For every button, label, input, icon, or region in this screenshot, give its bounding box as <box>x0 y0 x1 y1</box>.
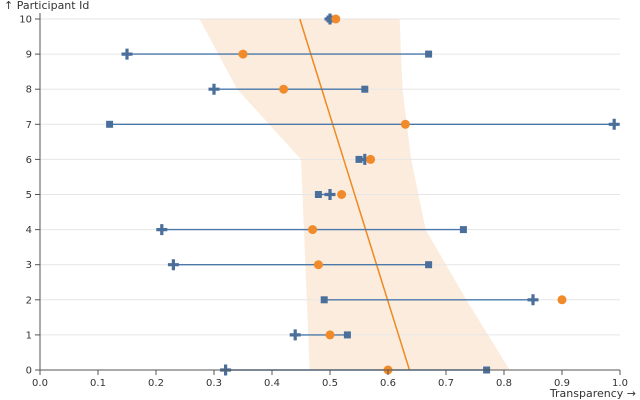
y-tick-label: 6 <box>26 155 32 166</box>
square-marker <box>425 50 433 58</box>
square-marker <box>106 120 114 128</box>
plus-marker <box>167 259 179 271</box>
plus-marker <box>324 13 336 25</box>
y-tick-label: 3 <box>26 260 32 271</box>
marker-layer <box>106 13 620 376</box>
axis-layer: 0 1 2 3 4 5 6 7 8 9 10 0.0 0.1 0.2 0.3 0.4 0.5 0.6 0.7 0.8 0… <box>19 13 628 389</box>
plus-marker <box>121 48 133 60</box>
y-tick-label: 5 <box>26 190 32 201</box>
x-tick-label: 0.8 <box>496 378 512 389</box>
circle-marker <box>308 225 318 235</box>
y-tick-label: 7 <box>26 120 32 131</box>
x-tick-label: 0.4 <box>264 378 280 389</box>
plus-marker <box>527 294 539 306</box>
circle-marker <box>279 84 289 94</box>
trend-line <box>299 18 411 371</box>
circle-marker <box>337 190 347 199</box>
trend-layer <box>299 18 411 371</box>
x-tick-label: 0.0 <box>32 378 48 389</box>
y-tick-label: 1 <box>26 330 32 341</box>
plus-marker <box>208 83 220 95</box>
y-axis-title: ↑ Participant Id <box>4 0 89 12</box>
x-tick-label: 0.6 <box>380 378 396 389</box>
square-marker <box>343 331 351 339</box>
y-tick-label: 4 <box>26 225 32 236</box>
circle-marker <box>557 295 567 305</box>
circle-marker <box>400 119 410 129</box>
square-marker <box>425 261 433 269</box>
y-tick-label: 8 <box>26 85 32 96</box>
circle-marker <box>325 330 335 340</box>
x-tick-label: 0.1 <box>90 378 106 389</box>
square-marker <box>361 85 369 93</box>
plus-marker <box>359 153 371 165</box>
y-tick-label: 10 <box>19 15 32 26</box>
circle-marker <box>313 260 323 270</box>
x-tick-label: 1.0 <box>612 378 628 389</box>
plus-marker <box>324 189 336 200</box>
square-marker <box>355 155 363 163</box>
x-tick-label: 0.2 <box>148 378 164 389</box>
circle-marker <box>331 14 341 24</box>
x-tick-label: 0.7 <box>438 378 454 389</box>
plus-marker <box>608 118 620 130</box>
y-tick-label: 0 <box>26 366 32 377</box>
plus-marker <box>156 224 168 236</box>
x-tick-label: 0.3 <box>206 378 222 389</box>
plus-marker <box>289 329 301 341</box>
square-marker <box>459 226 467 234</box>
circle-marker <box>238 49 248 59</box>
x-axis-title: Transparency → <box>549 387 636 400</box>
square-marker <box>320 296 328 304</box>
x-tick-label: 0.5 <box>322 378 338 389</box>
y-tick-label: 2 <box>26 295 32 306</box>
x-tick-label: 0.9 <box>554 378 570 389</box>
y-tick-label: 9 <box>26 50 32 61</box>
square-marker <box>314 191 322 198</box>
circle-marker <box>366 154 376 164</box>
